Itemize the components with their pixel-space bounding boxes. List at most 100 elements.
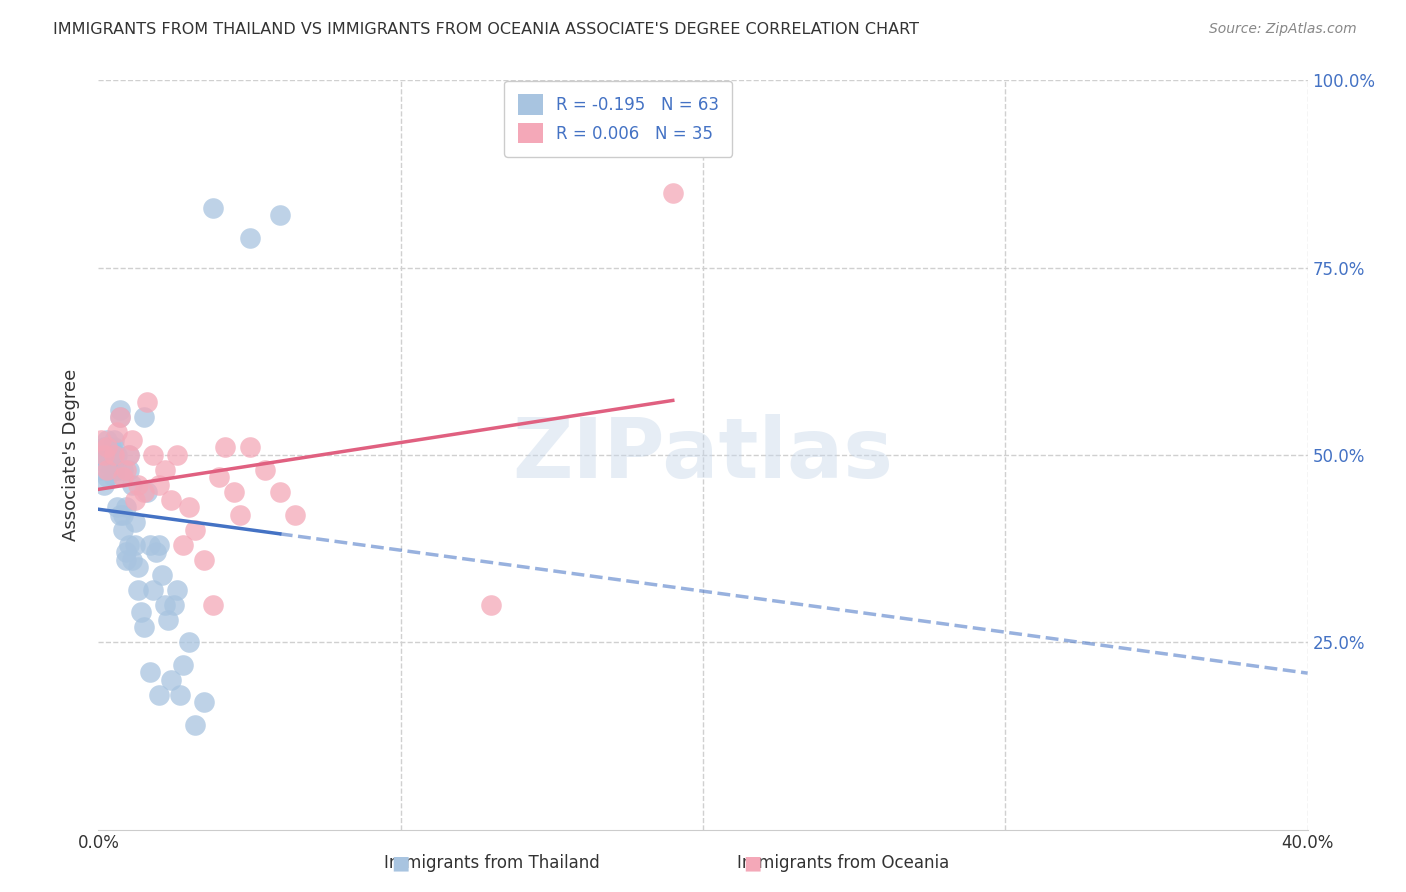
Point [132, 485, 155, 500]
Point [481, 598, 503, 612]
Point [111, 470, 134, 484]
Point [139, 665, 162, 680]
Point [229, 508, 252, 522]
Point [105, 463, 128, 477]
Point [90, 433, 112, 447]
Point [100, 441, 122, 455]
Point [103, 441, 125, 455]
Point [239, 230, 262, 244]
Point [124, 492, 146, 507]
Point [148, 538, 170, 552]
Point [239, 441, 262, 455]
Point [253, 463, 276, 477]
Point [208, 470, 231, 484]
Point [202, 201, 225, 215]
Point [96, 433, 118, 447]
Point [184, 523, 207, 537]
Point [127, 560, 149, 574]
Point [96, 463, 118, 477]
Point [124, 538, 146, 552]
Text: IMMIGRANTS FROM THAILAND VS IMMIGRANTS FROM OCEANIA ASSOCIATE'S DEGREE CORRELATI: IMMIGRANTS FROM THAILAND VS IMMIGRANTS F… [53, 22, 920, 37]
Point [93, 478, 115, 492]
Point [193, 553, 215, 567]
Point [105, 425, 128, 440]
Point [139, 538, 162, 552]
Point [135, 395, 157, 409]
Point [145, 545, 167, 559]
Point [166, 448, 188, 462]
Point [169, 688, 191, 702]
Point [108, 403, 131, 417]
Point [269, 485, 291, 500]
Point [93, 441, 115, 455]
Point [114, 553, 136, 567]
Point [121, 433, 143, 447]
Point [124, 516, 146, 530]
Point [661, 186, 683, 200]
Point [135, 485, 157, 500]
Point [103, 448, 125, 462]
Point [166, 582, 188, 597]
Point [172, 657, 194, 672]
Point [179, 500, 201, 515]
Point [129, 605, 152, 619]
Point [150, 567, 173, 582]
Point [153, 463, 176, 477]
Point [114, 545, 136, 559]
Point [284, 508, 307, 522]
Point [160, 673, 183, 687]
Point [121, 478, 143, 492]
Point [172, 538, 194, 552]
Point [90, 448, 112, 462]
Y-axis label: Associate's Degree: Associate's Degree [62, 368, 80, 541]
Point [111, 463, 134, 477]
Point [111, 508, 134, 522]
Point [96, 470, 118, 484]
Point [108, 508, 131, 522]
Point [132, 620, 155, 634]
Text: ■: ■ [391, 854, 411, 872]
Point [269, 208, 291, 222]
Point [90, 463, 112, 477]
Point [103, 470, 125, 484]
Point [148, 478, 170, 492]
Point [108, 410, 131, 425]
Text: ZIPatlas: ZIPatlas [513, 415, 893, 495]
Point [93, 448, 115, 462]
Point [103, 433, 125, 447]
Point [148, 688, 170, 702]
Point [105, 448, 128, 462]
Text: Immigrants from Thailand: Immigrants from Thailand [384, 855, 600, 872]
Point [142, 582, 165, 597]
Point [96, 448, 118, 462]
Point [160, 492, 183, 507]
Point [156, 613, 179, 627]
Point [96, 448, 118, 462]
Text: Source: ZipAtlas.com: Source: ZipAtlas.com [1209, 22, 1357, 37]
Point [224, 485, 246, 500]
Point [127, 478, 149, 492]
Point [118, 448, 141, 462]
Point [111, 523, 134, 537]
Point [118, 463, 141, 477]
Point [105, 500, 128, 515]
Point [127, 582, 149, 597]
Point [93, 455, 115, 469]
Point [114, 500, 136, 515]
Point [118, 448, 141, 462]
Point [118, 538, 141, 552]
Point [184, 717, 207, 731]
Point [153, 598, 176, 612]
Point [163, 598, 186, 612]
Point [202, 598, 225, 612]
Point [214, 441, 236, 455]
Text: Immigrants from Oceania: Immigrants from Oceania [738, 855, 949, 872]
Point [100, 455, 122, 469]
Point [193, 695, 215, 709]
Point [100, 463, 122, 477]
Point [179, 635, 201, 649]
Text: ■: ■ [742, 854, 762, 872]
Point [96, 441, 118, 455]
Point [132, 410, 155, 425]
Point [114, 463, 136, 477]
